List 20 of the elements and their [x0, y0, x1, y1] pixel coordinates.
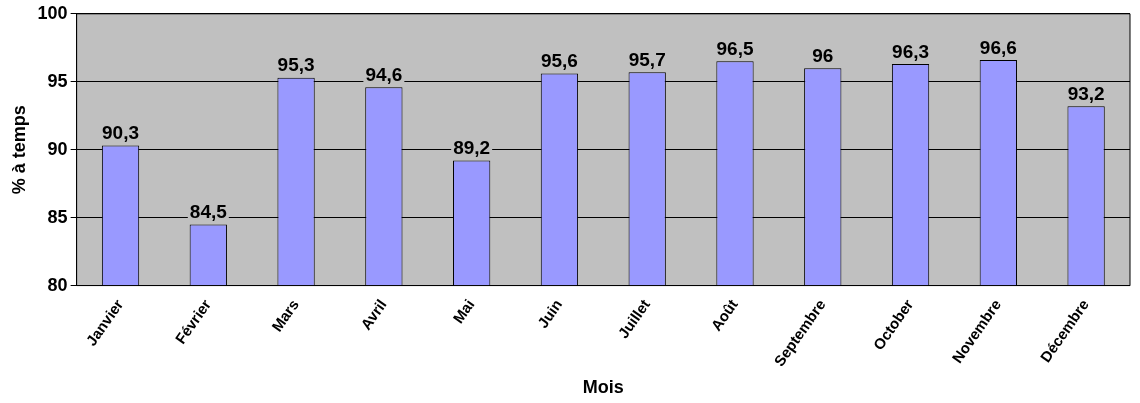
y-tick-label: 95 — [47, 70, 68, 91]
y-tick-label: 100 — [37, 2, 68, 23]
data-label: 95,3 — [277, 54, 315, 76]
data-label: 89,2 — [453, 137, 491, 159]
data-label: 84,5 — [189, 201, 228, 223]
data-label: 96,5 — [716, 38, 754, 60]
x-tick-label: Mai — [449, 296, 478, 327]
y-axis-title: % à temps — [8, 105, 29, 195]
x-axis-title: Mois — [582, 377, 624, 398]
data-label: 95,7 — [628, 48, 666, 70]
data-label: 95,6 — [540, 50, 578, 72]
y-tick-label: 90 — [47, 138, 68, 159]
y-tick-label: 80 — [47, 274, 68, 295]
data-label: 94,6 — [365, 63, 403, 85]
data-label: 96,3 — [892, 40, 930, 62]
y-tick-label: 85 — [47, 206, 68, 227]
data-label: 90,3 — [102, 122, 140, 144]
data-label: 96,6 — [979, 36, 1017, 58]
data-label: 93,2 — [1067, 82, 1105, 104]
data-label: 96 — [812, 44, 834, 66]
